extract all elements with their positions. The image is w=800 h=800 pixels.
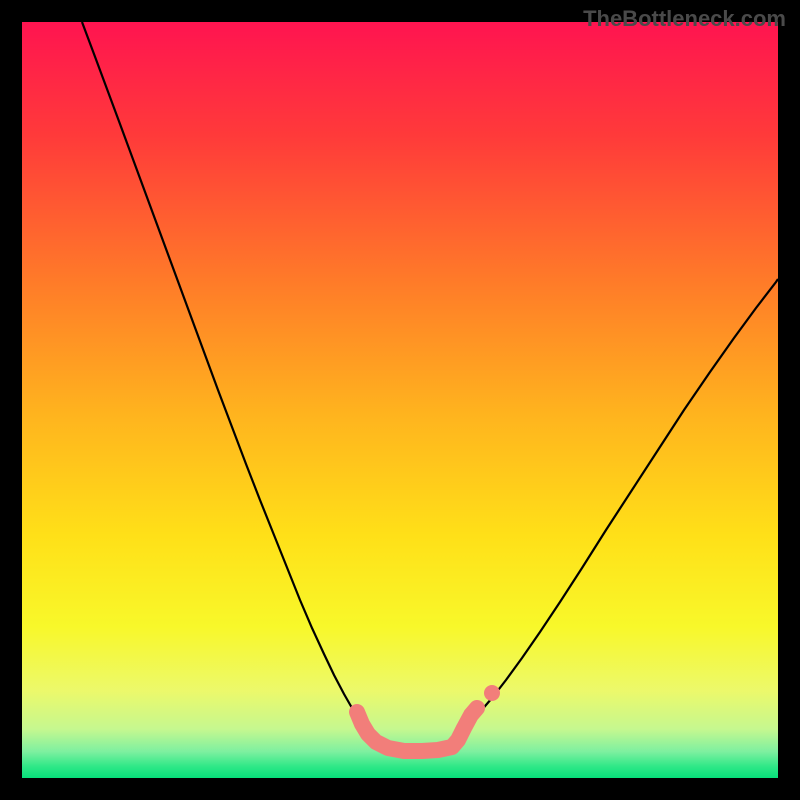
valley-highlight-dot	[484, 685, 500, 701]
chart-frame: TheBottleneck.com	[0, 0, 800, 800]
plot-svg	[22, 22, 778, 778]
plot-area	[22, 22, 778, 778]
watermark-text: TheBottleneck.com	[583, 6, 786, 32]
gradient-background	[22, 22, 778, 778]
